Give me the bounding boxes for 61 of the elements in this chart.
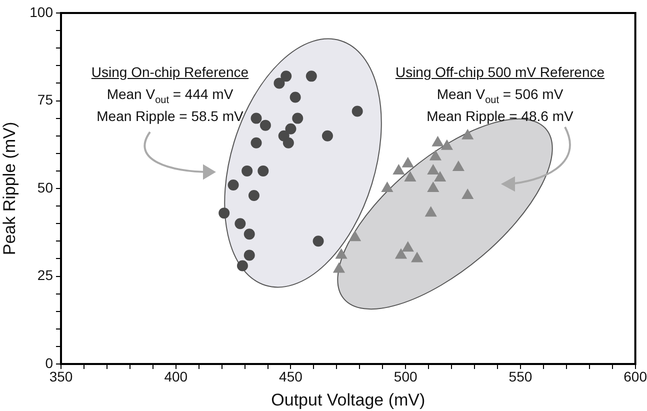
point	[282, 137, 294, 148]
x-axis-title: Output Voltage (mV)	[271, 390, 426, 410]
point	[425, 206, 437, 217]
annotation: Using Off-chip 500 mV Reference	[395, 64, 605, 80]
x-tick-label: 450	[279, 368, 303, 384]
point	[432, 136, 444, 146]
point	[248, 190, 260, 202]
point	[395, 248, 407, 259]
point	[452, 160, 464, 171]
y-tick-label: 75	[37, 92, 54, 108]
x-tick-label: 350	[49, 368, 73, 384]
point	[430, 150, 442, 160]
point	[352, 106, 363, 117]
point	[462, 189, 474, 200]
y-tick-label: 25	[37, 267, 54, 284]
y-tick-label: 100	[30, 4, 54, 20]
point	[349, 231, 361, 242]
point	[285, 123, 296, 134]
point	[244, 228, 255, 240]
annotation: Mean V$_{out}$ = 506 mV	[436, 86, 564, 106]
point	[333, 262, 345, 273]
point	[250, 112, 262, 124]
point	[322, 130, 333, 142]
point	[218, 208, 230, 219]
annotation: Mean Ripple = 58.5 mV	[96, 108, 244, 124]
point	[280, 70, 292, 82]
point	[382, 182, 393, 192]
y-tick-label: 0	[45, 354, 54, 371]
point	[441, 140, 453, 150]
point	[242, 165, 253, 176]
annotation: Mean Ripple = 48.6 mV	[426, 108, 574, 124]
x-tick-label: 550	[508, 368, 532, 384]
point	[228, 179, 239, 190]
point	[234, 218, 246, 230]
point	[236, 260, 248, 272]
x-tick-label: 600	[624, 368, 647, 384]
point	[306, 70, 317, 82]
annotation: Mean V$_{out}$ = 444 mV	[106, 86, 234, 106]
point	[312, 236, 324, 247]
point	[336, 248, 347, 259]
point	[427, 164, 439, 174]
x-tick-label: 500	[394, 368, 418, 384]
x-tick-label: 400	[164, 368, 188, 384]
point	[290, 92, 301, 103]
point	[274, 78, 285, 89]
point	[260, 120, 271, 131]
point	[402, 157, 414, 168]
point	[244, 250, 255, 261]
point	[250, 137, 262, 148]
point	[427, 182, 439, 192]
point	[258, 165, 269, 176]
point	[402, 242, 414, 252]
point	[292, 112, 304, 124]
point	[434, 171, 446, 182]
point	[393, 164, 404, 174]
y-tick-label: 50	[37, 179, 54, 196]
y-axis-title: Peak Ripple (mV)	[0, 122, 19, 256]
point	[462, 129, 474, 140]
annotation: Using On-chip Reference	[91, 64, 249, 80]
point	[404, 171, 416, 182]
point	[411, 252, 423, 262]
